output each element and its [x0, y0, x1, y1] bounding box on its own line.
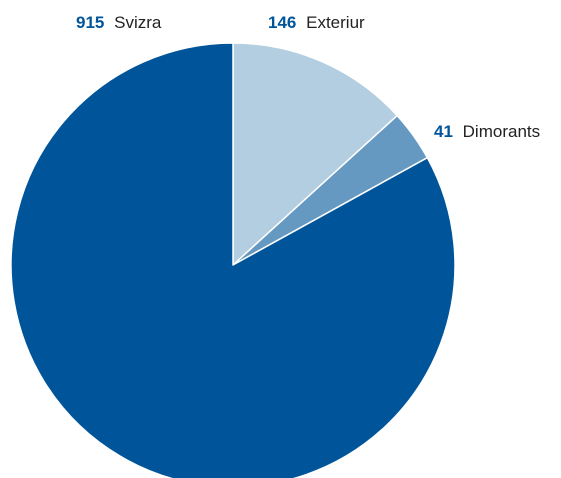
label-dimorants-name: Dimorants — [463, 122, 540, 141]
slice-svizra — [10, 42, 456, 478]
pie-labels: 915 Svizra 146 Exteriur 41 Dimorants — [76, 13, 540, 141]
label-svizra-name: Svizra — [114, 13, 162, 32]
label-exteriur-name: Exteriur — [306, 13, 365, 32]
label-dimorants-value: 41 — [434, 122, 453, 141]
label-svizra-value: 915 — [76, 13, 104, 32]
label-dimorants: 41 Dimorants — [434, 122, 540, 141]
pie-slices — [10, 42, 456, 478]
label-svizra: 915 Svizra — [76, 13, 162, 32]
label-exteriur-value: 146 — [268, 13, 296, 32]
label-exteriur: 146 Exteriur — [268, 13, 365, 32]
slice-exteriur — [232, 42, 398, 266]
